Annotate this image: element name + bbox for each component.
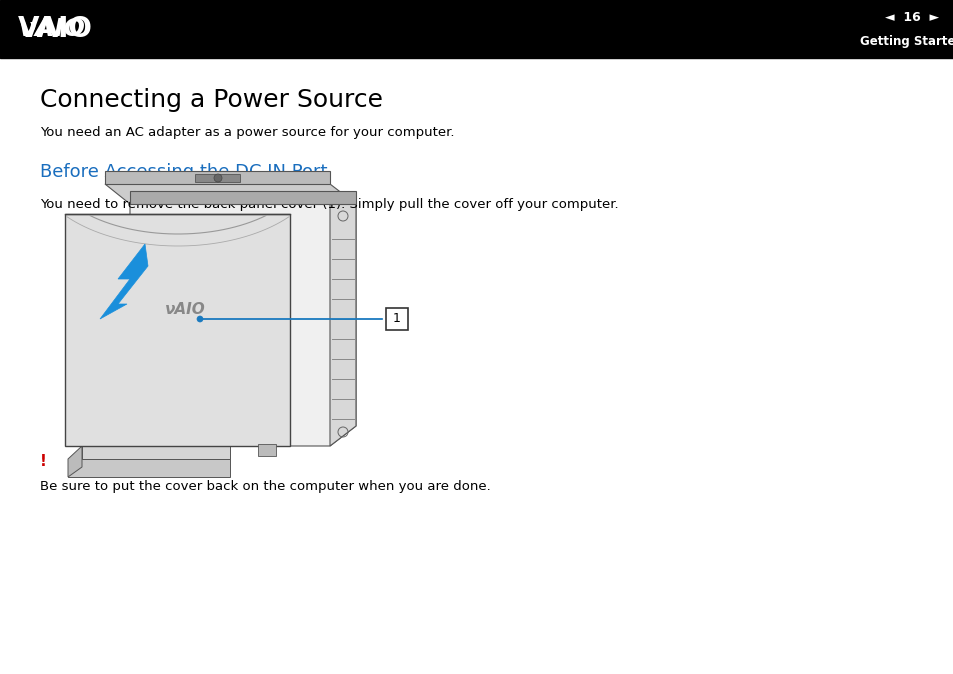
Polygon shape (82, 442, 108, 459)
Text: Connecting a Power Source: Connecting a Power Source (40, 88, 382, 112)
Polygon shape (68, 459, 230, 477)
Polygon shape (330, 204, 355, 446)
Bar (194, 174, 240, 182)
Polygon shape (200, 442, 230, 459)
Text: You need an AC adapter as a power source for your computer.: You need an AC adapter as a power source… (40, 126, 454, 139)
Polygon shape (105, 184, 355, 204)
Text: νΑIO: νΑIO (18, 17, 85, 41)
Text: !: ! (40, 454, 47, 470)
FancyBboxPatch shape (386, 308, 408, 330)
Text: Before Accessing the DC IN Port: Before Accessing the DC IN Port (40, 163, 327, 181)
Circle shape (213, 174, 222, 182)
Polygon shape (82, 446, 230, 459)
Circle shape (196, 316, 203, 322)
Polygon shape (105, 171, 330, 184)
Text: VAIO: VAIO (18, 15, 92, 43)
Polygon shape (65, 214, 290, 446)
Text: 1: 1 (393, 313, 400, 326)
Polygon shape (100, 244, 148, 319)
Polygon shape (130, 191, 355, 204)
Polygon shape (130, 204, 355, 446)
Bar (257, 444, 275, 456)
Polygon shape (68, 446, 82, 477)
Text: Getting Started: Getting Started (860, 35, 953, 49)
Text: ◄  16  ►: ◄ 16 ► (884, 11, 938, 24)
Bar (0, 0, 953, 58)
Text: νAIO: νAIO (165, 301, 205, 317)
Text: You need to remove the back panel cover (1). Simply pull the cover off your comp: You need to remove the back panel cover … (40, 198, 618, 211)
Text: Be sure to put the cover back on the computer when you are done.: Be sure to put the cover back on the com… (40, 480, 490, 493)
